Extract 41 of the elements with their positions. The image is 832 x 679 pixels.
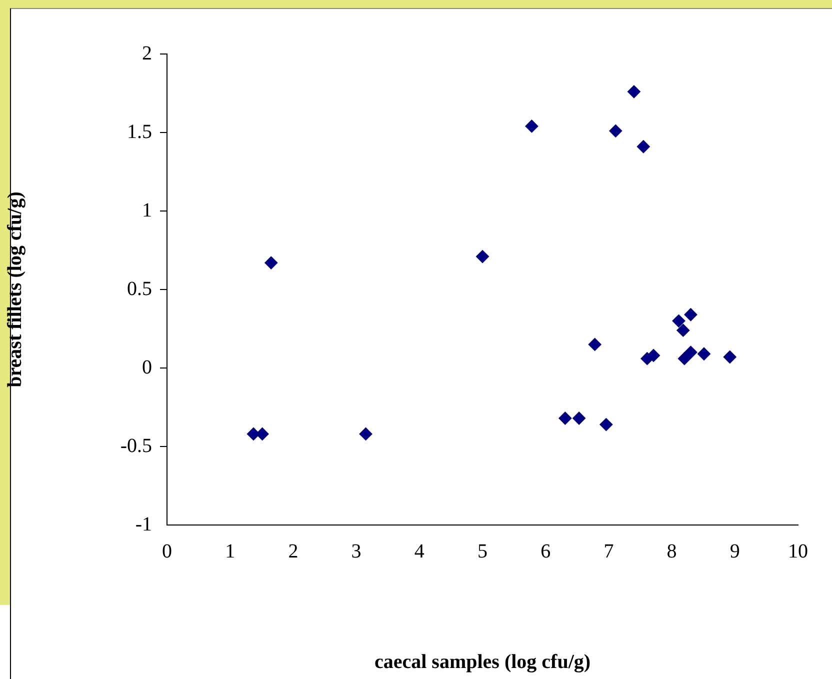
point <box>476 250 489 264</box>
x-tick-label: 10 <box>788 540 808 562</box>
point <box>647 348 660 362</box>
y-tick-label: 0.5 <box>127 278 152 300</box>
point <box>525 120 538 133</box>
point <box>678 352 691 366</box>
point <box>600 418 613 432</box>
y-axis-title: breast fillets (log cfu/g) <box>4 192 26 388</box>
y-tick-label: 0 <box>142 356 152 378</box>
x-axis-title: caecal samples (log cfu/g) <box>374 651 591 674</box>
x-tick-label: 2 <box>288 540 298 562</box>
point <box>246 427 260 440</box>
y-tick-label: -1 <box>135 513 152 536</box>
x-tick-label: 5 <box>478 540 488 562</box>
x-tick-label: 0 <box>162 540 172 562</box>
point <box>672 314 686 328</box>
point <box>627 85 640 98</box>
point <box>676 324 690 337</box>
point <box>256 427 269 440</box>
x-tick-label: 7 <box>604 540 614 562</box>
y-tick-label: 1.5 <box>127 120 152 143</box>
x-tick-label: 9 <box>730 540 740 562</box>
point <box>588 338 602 351</box>
point <box>359 427 372 440</box>
point <box>609 124 622 138</box>
x-tick-label: 8 <box>666 540 677 562</box>
point <box>697 347 710 360</box>
y-tick-label: 2 <box>142 42 152 64</box>
point <box>264 256 278 270</box>
x-tick-label: 3 <box>351 540 362 562</box>
point <box>684 346 698 359</box>
point <box>723 350 736 364</box>
x-tick-label: 4 <box>414 540 424 562</box>
point <box>636 140 650 154</box>
x-tick-label: 6 <box>540 540 551 562</box>
x-tick-label: 1 <box>225 540 236 562</box>
point <box>572 412 586 425</box>
y-tick-label: 1 <box>142 199 152 222</box>
point <box>558 412 572 425</box>
point <box>684 308 698 322</box>
y-tick-label: -0.5 <box>120 434 152 457</box>
